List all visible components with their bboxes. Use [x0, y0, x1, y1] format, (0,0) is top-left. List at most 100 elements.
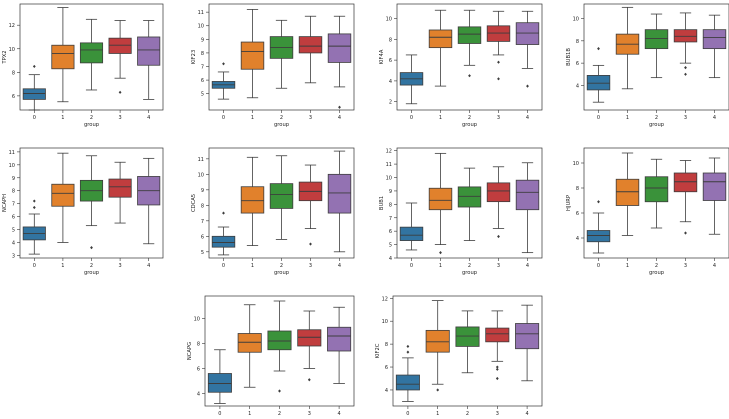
outlier-point: [90, 246, 93, 250]
xtick-label: 4: [147, 263, 150, 269]
ytick-label: 7: [389, 216, 392, 222]
box-group-3: [673, 160, 698, 235]
x-axis-label: group: [274, 122, 290, 128]
outlier-point: [222, 211, 225, 215]
ytick-label: 4: [576, 83, 579, 89]
box-group-4: [327, 15, 352, 109]
xtick-label: 0: [33, 263, 36, 269]
box-iqr: [457, 26, 482, 44]
outlier-point: [32, 64, 36, 69]
ytick-label: 10: [194, 317, 200, 323]
y-axis-label: NCAPG: [187, 342, 193, 360]
box-group-4: [137, 20, 161, 100]
box-group-3: [486, 10, 511, 81]
xtick-label: 3: [497, 115, 500, 121]
ytick-label: 6: [389, 58, 392, 64]
box-iqr: [51, 44, 75, 70]
box-iqr: [240, 186, 265, 214]
y-axis-label: KIF2C: [375, 343, 381, 358]
outlier-point: [338, 105, 341, 109]
box-iqr: [615, 178, 640, 206]
xtick-label: 1: [61, 263, 64, 269]
box-iqr: [586, 230, 611, 243]
box-group-1: [237, 304, 262, 388]
outlier-point: [497, 234, 500, 239]
box-group-4: [515, 10, 540, 88]
box-group-3: [298, 164, 323, 246]
ytick-label: 5: [201, 250, 204, 256]
ytick-label: 10: [198, 24, 204, 30]
xtick-label: 3: [497, 263, 500, 269]
box-group-2: [79, 155, 104, 250]
y-axis-label: KIF4A: [379, 49, 385, 64]
boxplot-panel-KIF2C: 468101201234groupKIF2C: [375, 295, 543, 419]
xtick-label: 4: [338, 263, 341, 269]
box-group-3: [673, 12, 698, 76]
ytick-label: 8: [201, 203, 204, 209]
ytick-label: 6: [12, 215, 15, 221]
x-axis-label: group: [274, 270, 290, 276]
ytick-label: 11: [9, 150, 15, 156]
box-group-2: [644, 158, 669, 229]
xtick-label: 3: [119, 115, 122, 121]
ytick-label: 8: [12, 70, 15, 76]
ytick-label: 8: [576, 39, 579, 45]
ytick-label: 7: [12, 202, 15, 208]
ytick-label: 6: [201, 78, 204, 84]
boxplot-panel-KIF4A: 2 4 6 8 10 0 1 2 3 4 group KIF4A: [379, 3, 543, 128]
ytick-label: 6: [201, 234, 204, 240]
y-axis-label: HJURP: [566, 195, 572, 211]
xtick-label: 1: [626, 115, 629, 121]
xtick-label: 0: [406, 411, 409, 417]
y-axis-label: KIF23: [191, 50, 197, 65]
xtick-label: 4: [526, 115, 529, 121]
ytick-label: 10: [382, 319, 388, 325]
xtick-label: 4: [526, 411, 529, 417]
ytick-label: 8: [389, 37, 392, 43]
ytick-label: 9: [12, 176, 15, 182]
ytick-label: 8: [385, 342, 388, 348]
box-group-0: [586, 47, 611, 103]
box-group-3: [108, 20, 132, 94]
y-axis-label: BUB1: [379, 196, 385, 210]
xtick-label: 0: [218, 411, 221, 417]
ytick-label: 10: [198, 172, 204, 178]
boxplot-panel-HJURP: 4 6 8 10 0 1 2 3 4 group HJURP: [566, 147, 729, 276]
ytick-label: 5: [12, 228, 15, 234]
xtick-label: 2: [280, 263, 283, 269]
outlier-point: [307, 378, 311, 382]
box-iqr: [586, 75, 611, 91]
outlier-point: [526, 84, 529, 88]
ytick-label: 6: [12, 94, 15, 100]
xtick-label: 0: [222, 115, 225, 121]
box-iqr: [644, 29, 669, 50]
xtick-label: 2: [655, 115, 658, 121]
box-iqr: [673, 29, 698, 43]
xtick-label: 2: [468, 115, 471, 121]
x-axis-label: group: [84, 122, 100, 128]
box-iqr: [327, 326, 352, 352]
box-group-1: [615, 6, 640, 90]
box-group-0: [586, 200, 611, 254]
xtick-label: 4: [713, 263, 716, 269]
box-iqr: [108, 178, 132, 198]
ytick-label: 4: [389, 256, 392, 262]
ytick-label: 10: [9, 47, 15, 53]
ytick-label: 6: [385, 365, 388, 371]
ytick-label: 4: [197, 392, 200, 398]
xtick-label: 1: [439, 263, 442, 269]
xtick-label: 0: [222, 263, 225, 269]
box-iqr: [298, 36, 323, 54]
box-group-1: [240, 9, 265, 99]
box-iqr: [486, 182, 511, 203]
box-iqr: [455, 326, 480, 347]
ytick-label: 10: [573, 17, 579, 23]
outlier-point: [32, 205, 36, 210]
outlier-point: [684, 66, 687, 70]
xtick-label: 1: [251, 263, 254, 269]
ytick-label: 9: [201, 37, 204, 43]
xtick-label: 0: [597, 115, 600, 121]
box-group-0: [211, 211, 236, 256]
xtick-label: 1: [248, 411, 251, 417]
